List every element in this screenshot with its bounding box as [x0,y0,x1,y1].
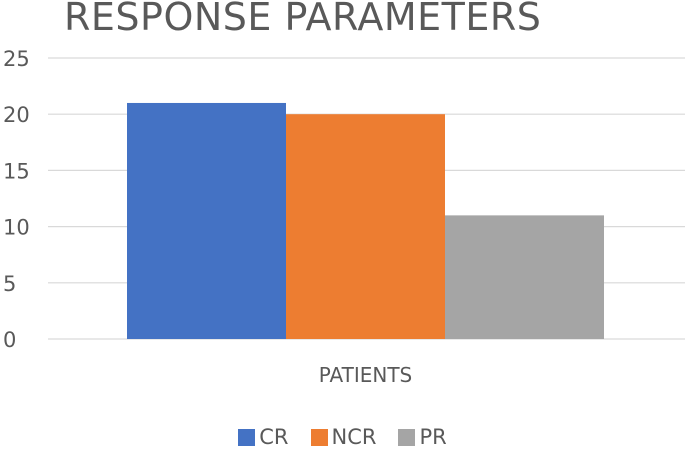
chart-title: RESPONSE PARAMETERS [64,0,542,39]
bar-ncr [286,114,445,339]
bar-pr [445,215,604,339]
legend-swatch [238,428,256,446]
legend-swatch [310,428,328,446]
bars [127,102,604,340]
y-tick-label: 25 [3,47,30,71]
legend-label: CR [259,425,289,449]
y-tick-label: 0 [3,328,16,352]
legend-label: NCR [331,425,377,449]
legend-item-pr: PR [398,424,447,450]
y-tick-label: 15 [3,159,30,183]
legend: CR NCR PR [0,424,685,450]
legend-item-ncr: NCR [310,424,377,450]
y-tick-label: 5 [3,272,16,296]
y-tick-label: 20 [3,103,30,127]
x-category-label: PATIENTS [319,363,413,387]
legend-label: PR [419,425,447,449]
legend-item-cr: CR [238,424,289,450]
legend-swatch [398,428,416,446]
y-tick-label: 10 [3,216,30,240]
x-axis-categories: PATIENTS [319,363,413,387]
y-axis-ticks: 0 5 10 15 20 25 [3,47,30,352]
bar-cr [127,102,286,340]
